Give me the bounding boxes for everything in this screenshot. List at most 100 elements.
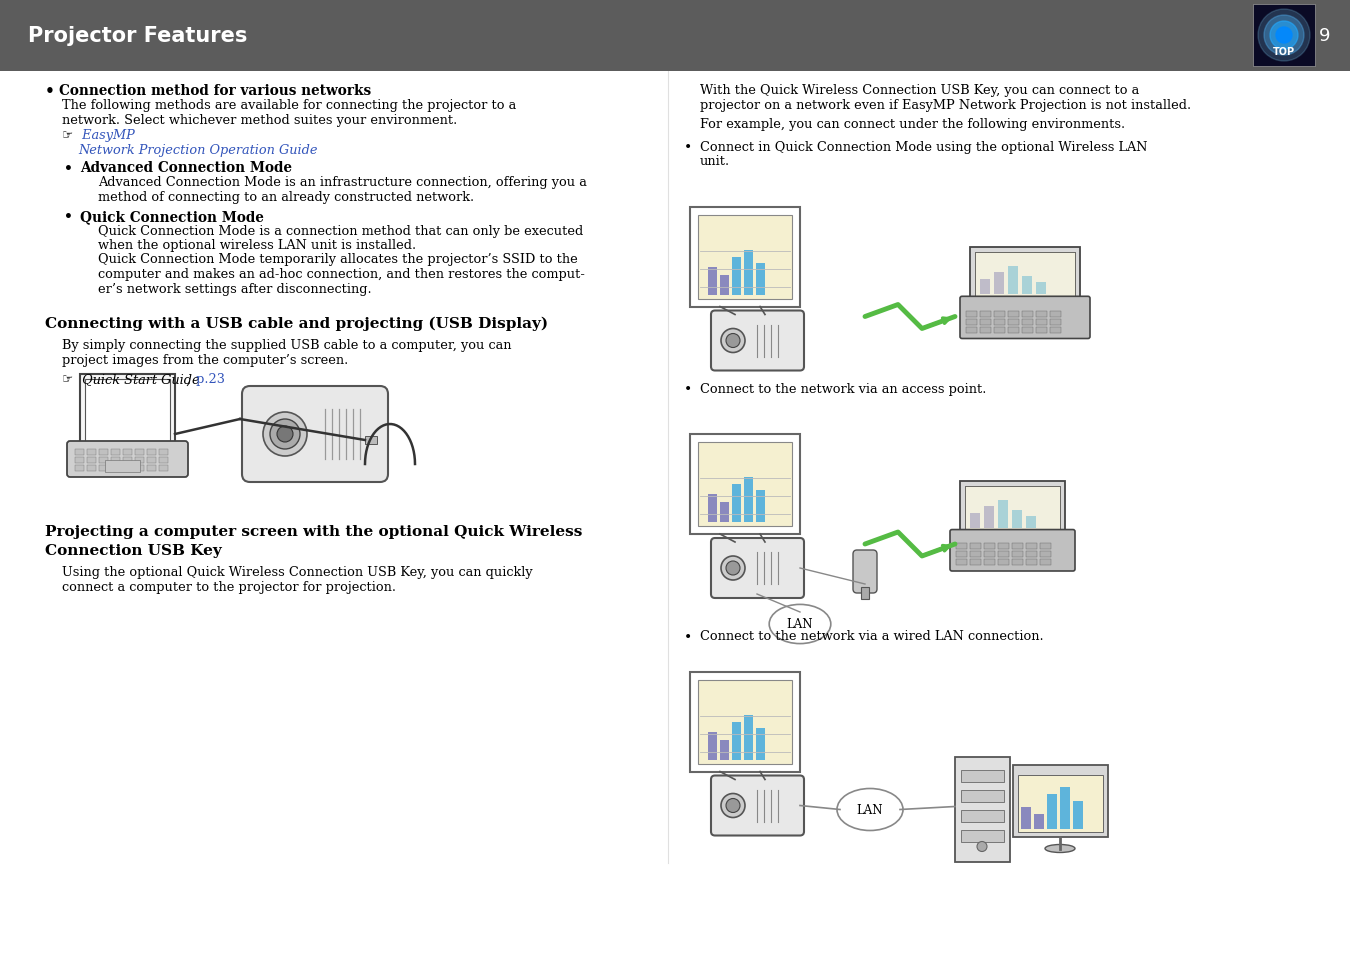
Bar bbox=[975, 253, 1075, 298]
Text: when the optional wireless LAN unit is installed.: when the optional wireless LAN unit is i… bbox=[99, 239, 416, 252]
FancyBboxPatch shape bbox=[960, 481, 1065, 536]
Text: Network Projection Operation Guide: Network Projection Operation Guide bbox=[78, 144, 317, 157]
Bar bbox=[1012, 510, 1022, 528]
Circle shape bbox=[721, 794, 745, 818]
Circle shape bbox=[1264, 16, 1304, 56]
Bar bbox=[1035, 327, 1048, 334]
Bar bbox=[994, 273, 1004, 295]
Bar bbox=[1035, 312, 1048, 317]
Bar bbox=[1050, 327, 1061, 334]
Bar bbox=[1253, 5, 1315, 67]
Text: LAN: LAN bbox=[857, 803, 883, 816]
Bar bbox=[1073, 801, 1083, 828]
Bar bbox=[1040, 559, 1052, 565]
Bar bbox=[961, 810, 1004, 821]
Bar bbox=[971, 543, 981, 550]
Bar bbox=[861, 587, 869, 599]
Text: er’s network settings after disconnecting.: er’s network settings after disconnectin… bbox=[99, 282, 371, 295]
Ellipse shape bbox=[837, 789, 903, 831]
Bar bbox=[1022, 327, 1033, 334]
Bar bbox=[99, 457, 108, 463]
Circle shape bbox=[726, 335, 740, 348]
FancyBboxPatch shape bbox=[960, 297, 1089, 339]
FancyBboxPatch shape bbox=[853, 551, 878, 594]
Bar bbox=[1034, 814, 1044, 828]
Bar bbox=[1022, 319, 1033, 325]
Bar bbox=[698, 679, 792, 763]
Text: Using the optional Quick Wireless Connection USB Key, you can quickly: Using the optional Quick Wireless Connec… bbox=[62, 565, 533, 578]
Text: Connection method for various networks: Connection method for various networks bbox=[59, 84, 371, 98]
Bar bbox=[756, 728, 765, 760]
Bar bbox=[720, 275, 729, 295]
Bar bbox=[1012, 559, 1023, 565]
Bar bbox=[954, 757, 1010, 862]
Circle shape bbox=[977, 841, 987, 852]
Circle shape bbox=[277, 427, 293, 442]
Text: Quick Connection Mode temporarily allocates the projector’s SSID to the: Quick Connection Mode temporarily alloca… bbox=[99, 253, 578, 266]
Bar bbox=[980, 319, 991, 325]
Text: Connecting with a USB cable and projecting (USB Display): Connecting with a USB cable and projecti… bbox=[45, 316, 548, 331]
Bar bbox=[984, 543, 995, 550]
Bar bbox=[980, 280, 990, 295]
Text: Connect to the network via a wired LAN connection.: Connect to the network via a wired LAN c… bbox=[701, 629, 1044, 642]
Bar bbox=[1040, 552, 1052, 558]
Bar bbox=[1026, 552, 1037, 558]
Bar bbox=[86, 457, 96, 463]
Text: •: • bbox=[684, 629, 693, 643]
Circle shape bbox=[726, 799, 740, 813]
FancyBboxPatch shape bbox=[80, 375, 176, 447]
Bar bbox=[998, 552, 1008, 558]
Text: network. Select whichever method suites your environment.: network. Select whichever method suites … bbox=[62, 113, 458, 127]
Bar bbox=[0, 0, 1350, 71]
Text: The following methods are available for connecting the projector to a: The following methods are available for … bbox=[62, 99, 516, 112]
Bar bbox=[732, 257, 741, 295]
Ellipse shape bbox=[1045, 844, 1075, 853]
Text: method of connecting to an already constructed network.: method of connecting to an already const… bbox=[99, 191, 474, 203]
Bar bbox=[967, 312, 977, 317]
Bar bbox=[994, 319, 1004, 325]
Bar bbox=[690, 208, 801, 307]
Bar bbox=[961, 830, 1004, 841]
Bar bbox=[147, 465, 157, 472]
Bar bbox=[720, 502, 729, 522]
Bar bbox=[965, 486, 1060, 531]
Bar bbox=[111, 465, 120, 472]
Text: ☞: ☞ bbox=[62, 130, 73, 142]
Bar bbox=[111, 450, 120, 456]
Text: Quick Connection Mode is a connection method that can only be executed: Quick Connection Mode is a connection me… bbox=[99, 224, 583, 237]
Text: TOP: TOP bbox=[1273, 47, 1295, 57]
Bar bbox=[956, 543, 967, 550]
Bar bbox=[1022, 312, 1033, 317]
Bar bbox=[85, 379, 170, 441]
Text: project images from the computer’s screen.: project images from the computer’s scree… bbox=[62, 354, 348, 367]
FancyBboxPatch shape bbox=[711, 776, 805, 836]
Bar bbox=[1026, 543, 1037, 550]
Bar bbox=[135, 450, 144, 456]
Text: Quick Connection Mode: Quick Connection Mode bbox=[80, 210, 263, 224]
FancyBboxPatch shape bbox=[711, 312, 805, 371]
Bar bbox=[690, 435, 801, 535]
Bar bbox=[971, 513, 980, 528]
Bar bbox=[984, 559, 995, 565]
Bar bbox=[967, 327, 977, 334]
Bar bbox=[1012, 543, 1023, 550]
Bar bbox=[744, 251, 753, 295]
Bar bbox=[76, 450, 84, 456]
Bar bbox=[998, 559, 1008, 565]
Bar bbox=[147, 457, 157, 463]
Bar bbox=[984, 552, 995, 558]
Bar bbox=[965, 486, 1060, 531]
Bar bbox=[123, 457, 132, 463]
Bar bbox=[1008, 327, 1019, 334]
Bar bbox=[1012, 764, 1108, 837]
Circle shape bbox=[721, 329, 745, 354]
Bar bbox=[123, 465, 132, 472]
Bar bbox=[111, 457, 120, 463]
Bar bbox=[1050, 319, 1061, 325]
Text: ,: , bbox=[182, 374, 190, 386]
Text: •: • bbox=[45, 84, 55, 99]
Ellipse shape bbox=[769, 605, 830, 644]
Bar bbox=[998, 543, 1008, 550]
Circle shape bbox=[1270, 22, 1297, 50]
Text: Connect to the network via an access point.: Connect to the network via an access poi… bbox=[701, 382, 987, 395]
